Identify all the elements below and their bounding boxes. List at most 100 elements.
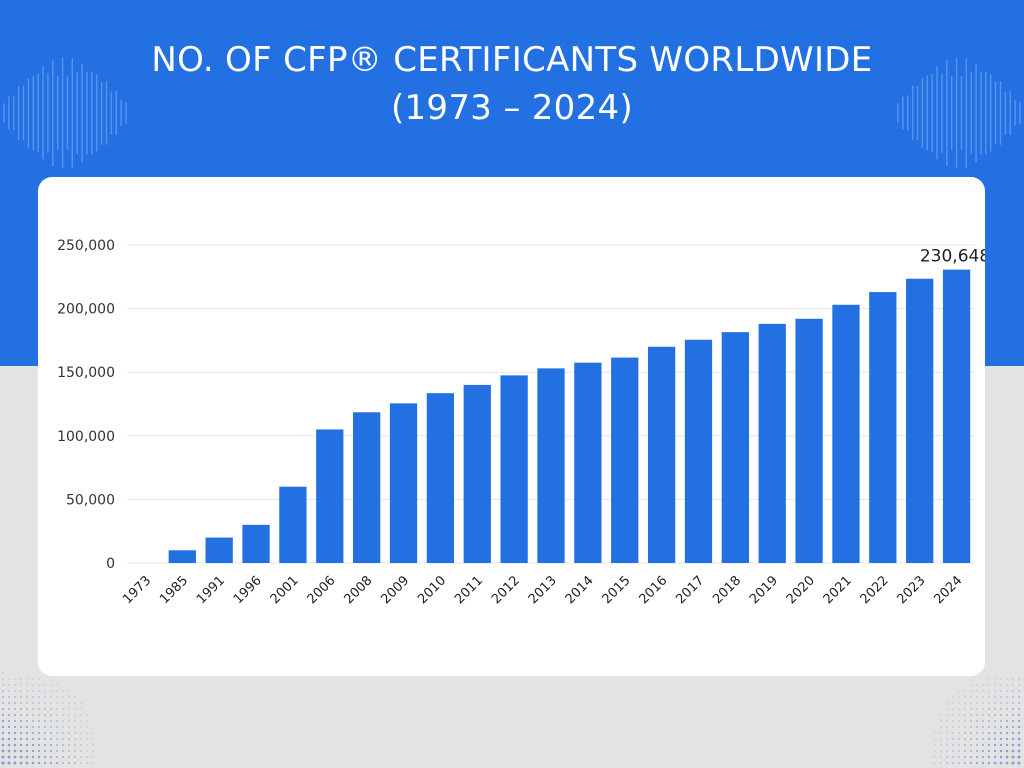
halftone-dot [14, 684, 16, 686]
halftone-dot [62, 696, 64, 698]
halftone-dot [952, 726, 954, 728]
halftone-dot [964, 750, 966, 752]
halftone-dot [970, 702, 972, 704]
halftone-dot [970, 762, 972, 764]
halftone-dot [62, 708, 64, 710]
halftone-dot [1017, 755, 1021, 759]
halftone-dot [14, 696, 16, 698]
halftone-dot [13, 731, 17, 735]
halftone-dot [38, 726, 40, 728]
halftone-dot [7, 743, 11, 747]
sound-wave-decoration-left [3, 58, 127, 168]
halftone-dot [2, 678, 4, 680]
halftone-dot [32, 684, 34, 686]
halftone-dot [1011, 761, 1015, 765]
y-tick-label: 50,000 [66, 492, 115, 508]
halftone-dot [26, 690, 28, 692]
halftone-dot [13, 749, 17, 753]
halftone-dot [958, 762, 960, 764]
halftone-dot [56, 696, 58, 698]
halftone-dot [44, 690, 46, 692]
x-tick-label: 2019 [747, 573, 781, 607]
title-line-2: (1973 – 2024) [390, 88, 634, 128]
halftone-dot [20, 690, 22, 692]
x-tick-label: 1973 [120, 573, 154, 607]
halftone-dot [80, 708, 82, 710]
halftone-dot [86, 744, 88, 746]
halftone-dot [14, 690, 16, 692]
halftone-dot [964, 762, 966, 764]
halftone-dot [44, 720, 46, 722]
halftone-dot [44, 732, 46, 734]
halftone-dot [68, 690, 70, 692]
halftone-dot [940, 744, 942, 746]
halftone-dot [1017, 737, 1021, 741]
halftone-dot [1012, 714, 1014, 716]
halftone-dot [958, 738, 960, 740]
halftone-dot [7, 761, 11, 765]
bar-2016 [647, 346, 676, 563]
halftone-dot [13, 743, 17, 747]
halftone-dot [25, 749, 29, 753]
halftone-dot [958, 702, 960, 704]
halftone-dot [1000, 708, 1002, 710]
halftone-dot [14, 720, 16, 722]
halftone-dot [1005, 737, 1009, 741]
halftone-dot [86, 732, 88, 734]
halftone-dot [1006, 678, 1008, 680]
halftone-dot [14, 708, 16, 710]
halftone-dot [946, 702, 948, 704]
halftone-dot [976, 744, 978, 746]
halftone-dot [976, 690, 978, 692]
halftone-dot [50, 750, 52, 752]
halftone-dot [1, 749, 5, 753]
halftone-dot [988, 684, 990, 686]
halftone-dot [8, 690, 10, 692]
halftone-dot [952, 756, 954, 758]
halftone-dot [38, 738, 40, 740]
halftone-dot [62, 738, 64, 740]
halftone-dot [1018, 678, 1020, 680]
halftone-dot [994, 696, 996, 698]
x-tick-label: 1996 [231, 573, 265, 607]
halftone-dot [952, 708, 954, 710]
halftone-dot [934, 762, 936, 764]
halftone-dot [8, 678, 10, 680]
halftone-dot [982, 714, 984, 716]
halftone-dot [1012, 696, 1014, 698]
x-tick-label: 1985 [157, 573, 191, 607]
halftone-dot [19, 755, 23, 759]
halftone-dot [44, 702, 46, 704]
halftone-dot [25, 743, 29, 747]
halftone-dot [50, 684, 52, 686]
halftone-dot [970, 708, 972, 710]
halftone-dot [976, 720, 978, 722]
bar-2020 [795, 318, 823, 563]
halftone-dot [964, 708, 966, 710]
halftone-dot [26, 684, 28, 686]
x-tick-label: 2001 [268, 573, 302, 607]
halftone-dot [56, 702, 58, 704]
halftone-dot [37, 761, 41, 765]
halftone-dot [988, 720, 990, 722]
halftone-dot [976, 732, 978, 734]
halftone-dot [68, 732, 70, 734]
halftone-dot [13, 761, 17, 765]
halftone-dot [14, 714, 16, 716]
halftone-dot [976, 684, 978, 686]
halftone-dot [988, 714, 990, 716]
x-tick-label: 2024 [931, 573, 965, 607]
halftone-dot [68, 756, 70, 758]
halftone-dot [80, 732, 82, 734]
halftone-dot [68, 750, 70, 752]
halftone-dot [31, 743, 35, 747]
halftone-dot [982, 708, 984, 710]
halftone-dot [946, 720, 948, 722]
x-tick-label: 2023 [895, 573, 929, 607]
halftone-dot [86, 714, 88, 716]
halftone-dot [940, 720, 942, 722]
title-line-1: NO. OF CFP® CERTIFICANTS WORLDWIDE [151, 40, 873, 80]
halftone-dot [31, 761, 35, 765]
halftone-dot [56, 684, 58, 686]
halftone-dot [74, 714, 76, 716]
